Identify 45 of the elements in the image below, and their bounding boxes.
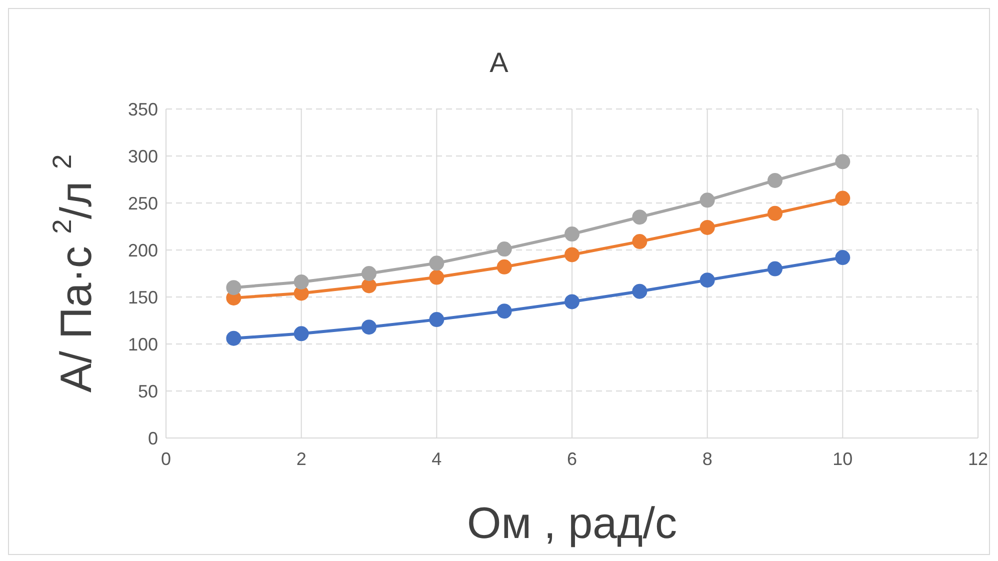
point xyxy=(632,234,648,250)
x-tick-label: 10 xyxy=(832,448,853,469)
x-tick-label: 8 xyxy=(702,448,712,469)
point xyxy=(429,312,444,328)
point xyxy=(768,206,782,221)
point xyxy=(700,192,715,208)
y-tick-label: 200 xyxy=(128,240,158,260)
point xyxy=(294,326,309,342)
point xyxy=(700,272,715,288)
y-tick-label: 0 xyxy=(148,428,158,448)
point xyxy=(564,226,580,242)
x-tick-label: 4 xyxy=(432,448,442,469)
y-tick-label: 50 xyxy=(138,381,158,402)
y-tick-label: 150 xyxy=(128,287,158,308)
point xyxy=(632,210,648,225)
x-tick-label: 6 xyxy=(566,448,578,469)
x-tick-label: 0 xyxy=(160,448,172,469)
point xyxy=(496,304,512,319)
point xyxy=(564,294,580,310)
point xyxy=(496,259,512,274)
y-tick-label: 350 xyxy=(128,99,158,120)
y-tick-label: 250 xyxy=(128,193,158,214)
point xyxy=(835,190,850,206)
point xyxy=(835,154,850,170)
point xyxy=(362,266,376,281)
point xyxy=(226,280,242,296)
x-tick-label: 2 xyxy=(296,448,306,469)
y-tick-label: 300 xyxy=(128,146,158,166)
point xyxy=(362,320,376,335)
point xyxy=(362,278,376,294)
point xyxy=(768,261,782,276)
point xyxy=(768,172,782,188)
point xyxy=(429,270,444,285)
x-tick-label: 12 xyxy=(968,448,988,469)
point xyxy=(700,220,715,235)
point xyxy=(294,274,309,290)
point xyxy=(632,284,648,299)
point xyxy=(429,256,444,271)
point xyxy=(564,247,580,262)
point xyxy=(835,250,850,266)
point xyxy=(226,330,242,346)
point xyxy=(496,242,512,257)
chart-title: А xyxy=(488,47,510,79)
y-tick-label: 100 xyxy=(128,334,158,354)
x-axis-title: Ом , рад/с xyxy=(467,499,677,548)
